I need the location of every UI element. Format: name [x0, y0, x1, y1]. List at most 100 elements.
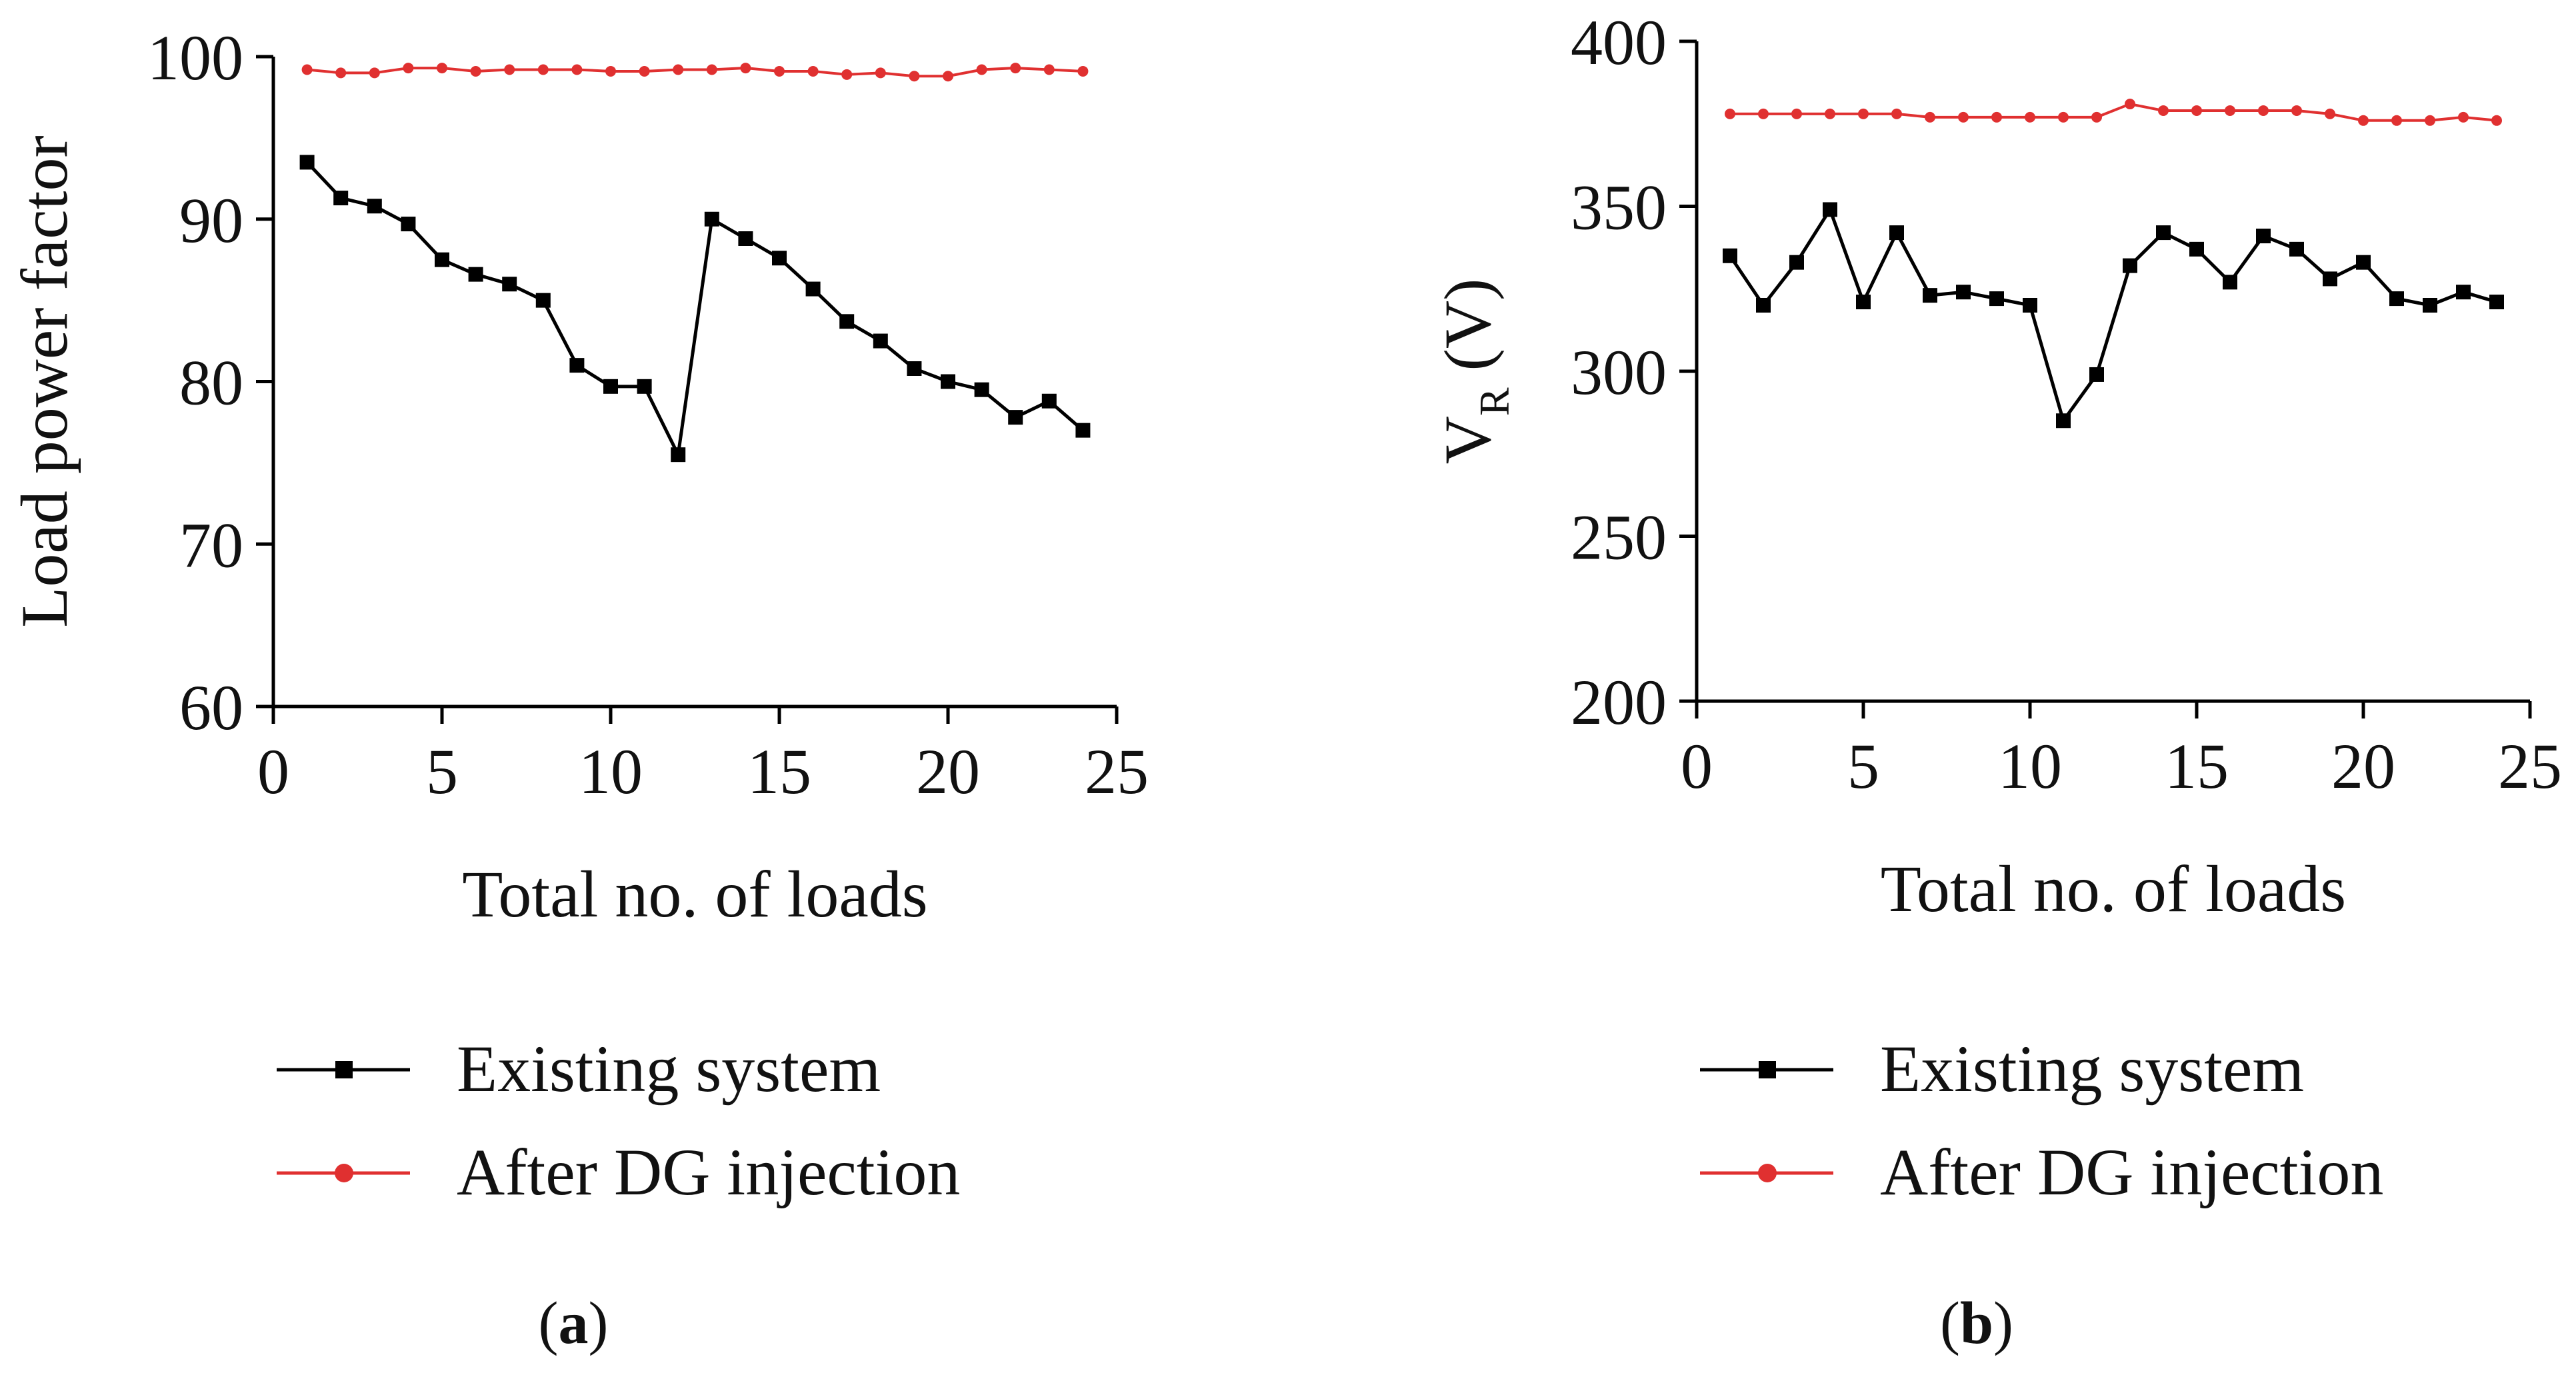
x-tick-label: 25	[1085, 736, 1149, 807]
data-point	[2458, 111, 2469, 123]
data-point	[873, 333, 888, 349]
legend-marker-square	[1759, 1061, 1776, 1078]
x-tick-label: 25	[2498, 730, 2562, 802]
data-point	[2025, 111, 2035, 123]
legend-item: After DG injection	[277, 1135, 960, 1209]
panel-caption: (b)	[1940, 1290, 2013, 1356]
data-point	[2223, 275, 2237, 290]
data-point	[1823, 202, 1837, 217]
x-tick-label: 5	[1847, 730, 1879, 802]
data-point	[1725, 108, 1735, 119]
y-axis-label: VR (V)	[1431, 279, 1518, 465]
x-tick-label: 20	[2331, 730, 2395, 802]
x-tick-label: 5	[426, 736, 458, 807]
data-point	[2258, 105, 2269, 116]
x-tick-label: 10	[1998, 730, 2062, 802]
data-point	[1043, 64, 1055, 75]
data-point	[839, 314, 855, 329]
x-tick-label: 20	[916, 736, 980, 807]
series-after-dg-injection	[1725, 99, 2502, 126]
legend-item: Existing system	[277, 1032, 881, 1106]
data-point	[805, 281, 821, 297]
series-existing-system	[299, 155, 1091, 463]
series-line	[1728, 205, 2497, 425]
data-point	[774, 65, 785, 77]
data-point	[299, 155, 315, 170]
data-point	[504, 64, 515, 75]
series-line	[305, 161, 1085, 461]
y-tick-label: 90	[179, 185, 243, 256]
data-point	[1010, 63, 1021, 74]
data-point	[1077, 65, 1089, 77]
data-point	[1891, 108, 1902, 119]
data-point	[1041, 393, 1057, 409]
data-point	[502, 277, 517, 292]
data-point	[2391, 115, 2402, 126]
series-existing-system	[1723, 202, 2504, 429]
data-point	[2323, 271, 2337, 287]
data-point	[807, 65, 819, 77]
data-point	[1825, 108, 1835, 119]
caption-letter: a	[559, 1290, 589, 1356]
x-axis-label: Total no. of loads	[462, 857, 927, 931]
data-point	[2456, 285, 2471, 300]
data-point	[1789, 255, 1804, 270]
data-point	[841, 69, 853, 80]
data-point	[1856, 295, 1871, 310]
series-after-dg-injection	[301, 63, 1089, 82]
series-line	[307, 67, 1083, 78]
x-axis-label: Total no. of loads	[1881, 852, 2346, 926]
data-point	[403, 63, 414, 74]
y-tick-label: 250	[1571, 502, 1667, 573]
panel-caption: (a)	[539, 1290, 609, 1356]
y-tick-label: 350	[1571, 172, 1667, 243]
caption-letter: b	[1960, 1290, 1993, 1356]
data-point	[704, 211, 719, 227]
y-axis-label-main: V	[1431, 416, 1505, 464]
caption-paren-close: )	[589, 1290, 609, 1356]
data-point	[335, 67, 347, 79]
data-point	[1723, 248, 1737, 263]
y-tick-label: 80	[179, 347, 243, 419]
data-point	[2489, 295, 2504, 310]
legend-label: After DG injection	[457, 1135, 960, 1209]
data-point	[1758, 108, 1769, 119]
x-tick-label: 0	[257, 736, 289, 807]
data-point	[2289, 241, 2304, 257]
data-point	[468, 267, 483, 282]
data-point	[537, 64, 549, 75]
data-point	[535, 293, 551, 308]
data-point	[974, 382, 989, 397]
data-point	[2123, 258, 2137, 273]
x-tick-label: 15	[747, 736, 811, 807]
data-point	[673, 64, 684, 75]
data-point	[1925, 111, 1935, 123]
data-point	[1858, 108, 1869, 119]
data-point	[2091, 111, 2102, 123]
data-point	[435, 252, 449, 267]
data-point	[2089, 367, 2104, 382]
legend-marker-circle	[335, 1164, 353, 1182]
y-axis-label-sub: R	[1471, 387, 1518, 416]
data-point	[2189, 241, 2204, 257]
x-tick-label: 0	[1681, 730, 1713, 802]
y-axis-label: Load power factor	[7, 135, 81, 628]
y-tick-label: 400	[1571, 7, 1667, 78]
data-point	[333, 191, 349, 206]
data-point	[1989, 291, 2004, 307]
legend-marker-circle	[1758, 1164, 1777, 1182]
data-point	[909, 71, 920, 82]
data-point	[2389, 291, 2404, 307]
series-line	[1730, 102, 2497, 122]
data-point	[639, 65, 650, 77]
x-tick-label: 15	[2165, 730, 2229, 802]
data-point	[2125, 99, 2135, 110]
data-point	[2325, 108, 2335, 119]
data-point	[2191, 105, 2202, 116]
data-point	[1791, 108, 1802, 119]
data-point	[571, 64, 583, 75]
data-point	[941, 374, 955, 389]
data-point	[1991, 111, 2002, 123]
caption-paren-open: (	[1940, 1290, 1960, 1356]
